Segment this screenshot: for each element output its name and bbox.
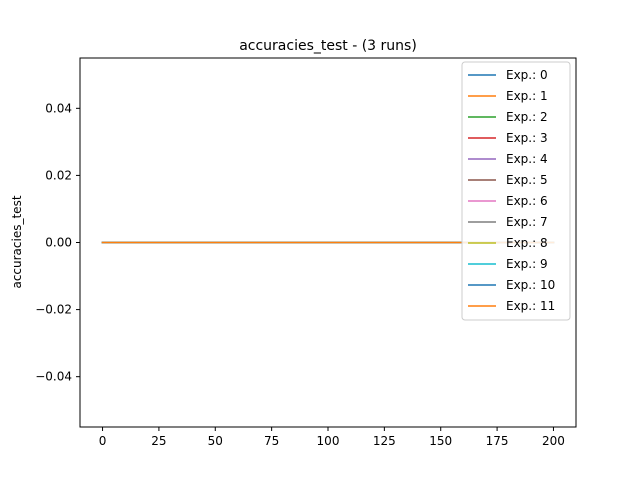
y-axis-label: accuracies_test — [10, 195, 24, 288]
legend-label-exp-10: Exp.: 10 — [506, 278, 555, 292]
legend-label-exp-3: Exp.: 3 — [506, 131, 548, 145]
y-tick-label: 0.00 — [45, 236, 72, 250]
x-axis-ticks: 0 25 50 75 100 125 150 175 200 — [99, 427, 565, 448]
legend-label-exp-6: Exp.: 6 — [506, 194, 548, 208]
legend-label-exp-9: Exp.: 9 — [506, 257, 548, 271]
y-tick-label: −0.02 — [35, 303, 72, 317]
legend: Exp.: 0 Exp.: 1 Exp.: 2 Exp.: 3 Exp.: 4 Exp.:… — [461, 61, 571, 321]
legend-label-exp-1: Exp.: 1 — [506, 89, 548, 103]
legend-box — [461, 61, 571, 321]
legend-label-exp-11: Exp.: 11 — [506, 299, 555, 313]
x-tick-label: 100 — [317, 434, 340, 448]
x-tick-label: 150 — [429, 434, 452, 448]
y-tick-label: 0.04 — [45, 101, 72, 115]
x-tick-label: 0 — [99, 434, 107, 448]
legend-label-exp-4: Exp.: 4 — [506, 152, 548, 166]
x-tick-label: 125 — [373, 434, 396, 448]
y-tick-label: 0.02 — [45, 168, 72, 182]
x-tick-label: 200 — [542, 434, 565, 448]
legend-label-exp-5: Exp.: 5 — [506, 173, 548, 187]
x-tick-label: 50 — [208, 434, 223, 448]
x-tick-label: 75 — [264, 434, 279, 448]
x-tick-label: 25 — [151, 434, 166, 448]
legend-label-exp-7: Exp.: 7 — [506, 215, 548, 229]
legend-label-exp-8: Exp.: 8 — [506, 236, 548, 250]
legend-label-exp-0: Exp.: 0 — [506, 68, 548, 82]
y-tick-label: −0.04 — [35, 370, 72, 384]
chart-title: accuracies_test - (3 runs) — [239, 38, 417, 54]
legend-label-exp-2: Exp.: 2 — [506, 110, 548, 124]
y-axis-ticks: −0.04 −0.02 0.00 0.02 0.04 — [35, 101, 80, 384]
x-tick-label: 175 — [486, 434, 509, 448]
legend-entries: Exp.: 0 Exp.: 1 Exp.: 2 Exp.: 3 Exp.: 4 Exp.:… — [468, 68, 555, 313]
